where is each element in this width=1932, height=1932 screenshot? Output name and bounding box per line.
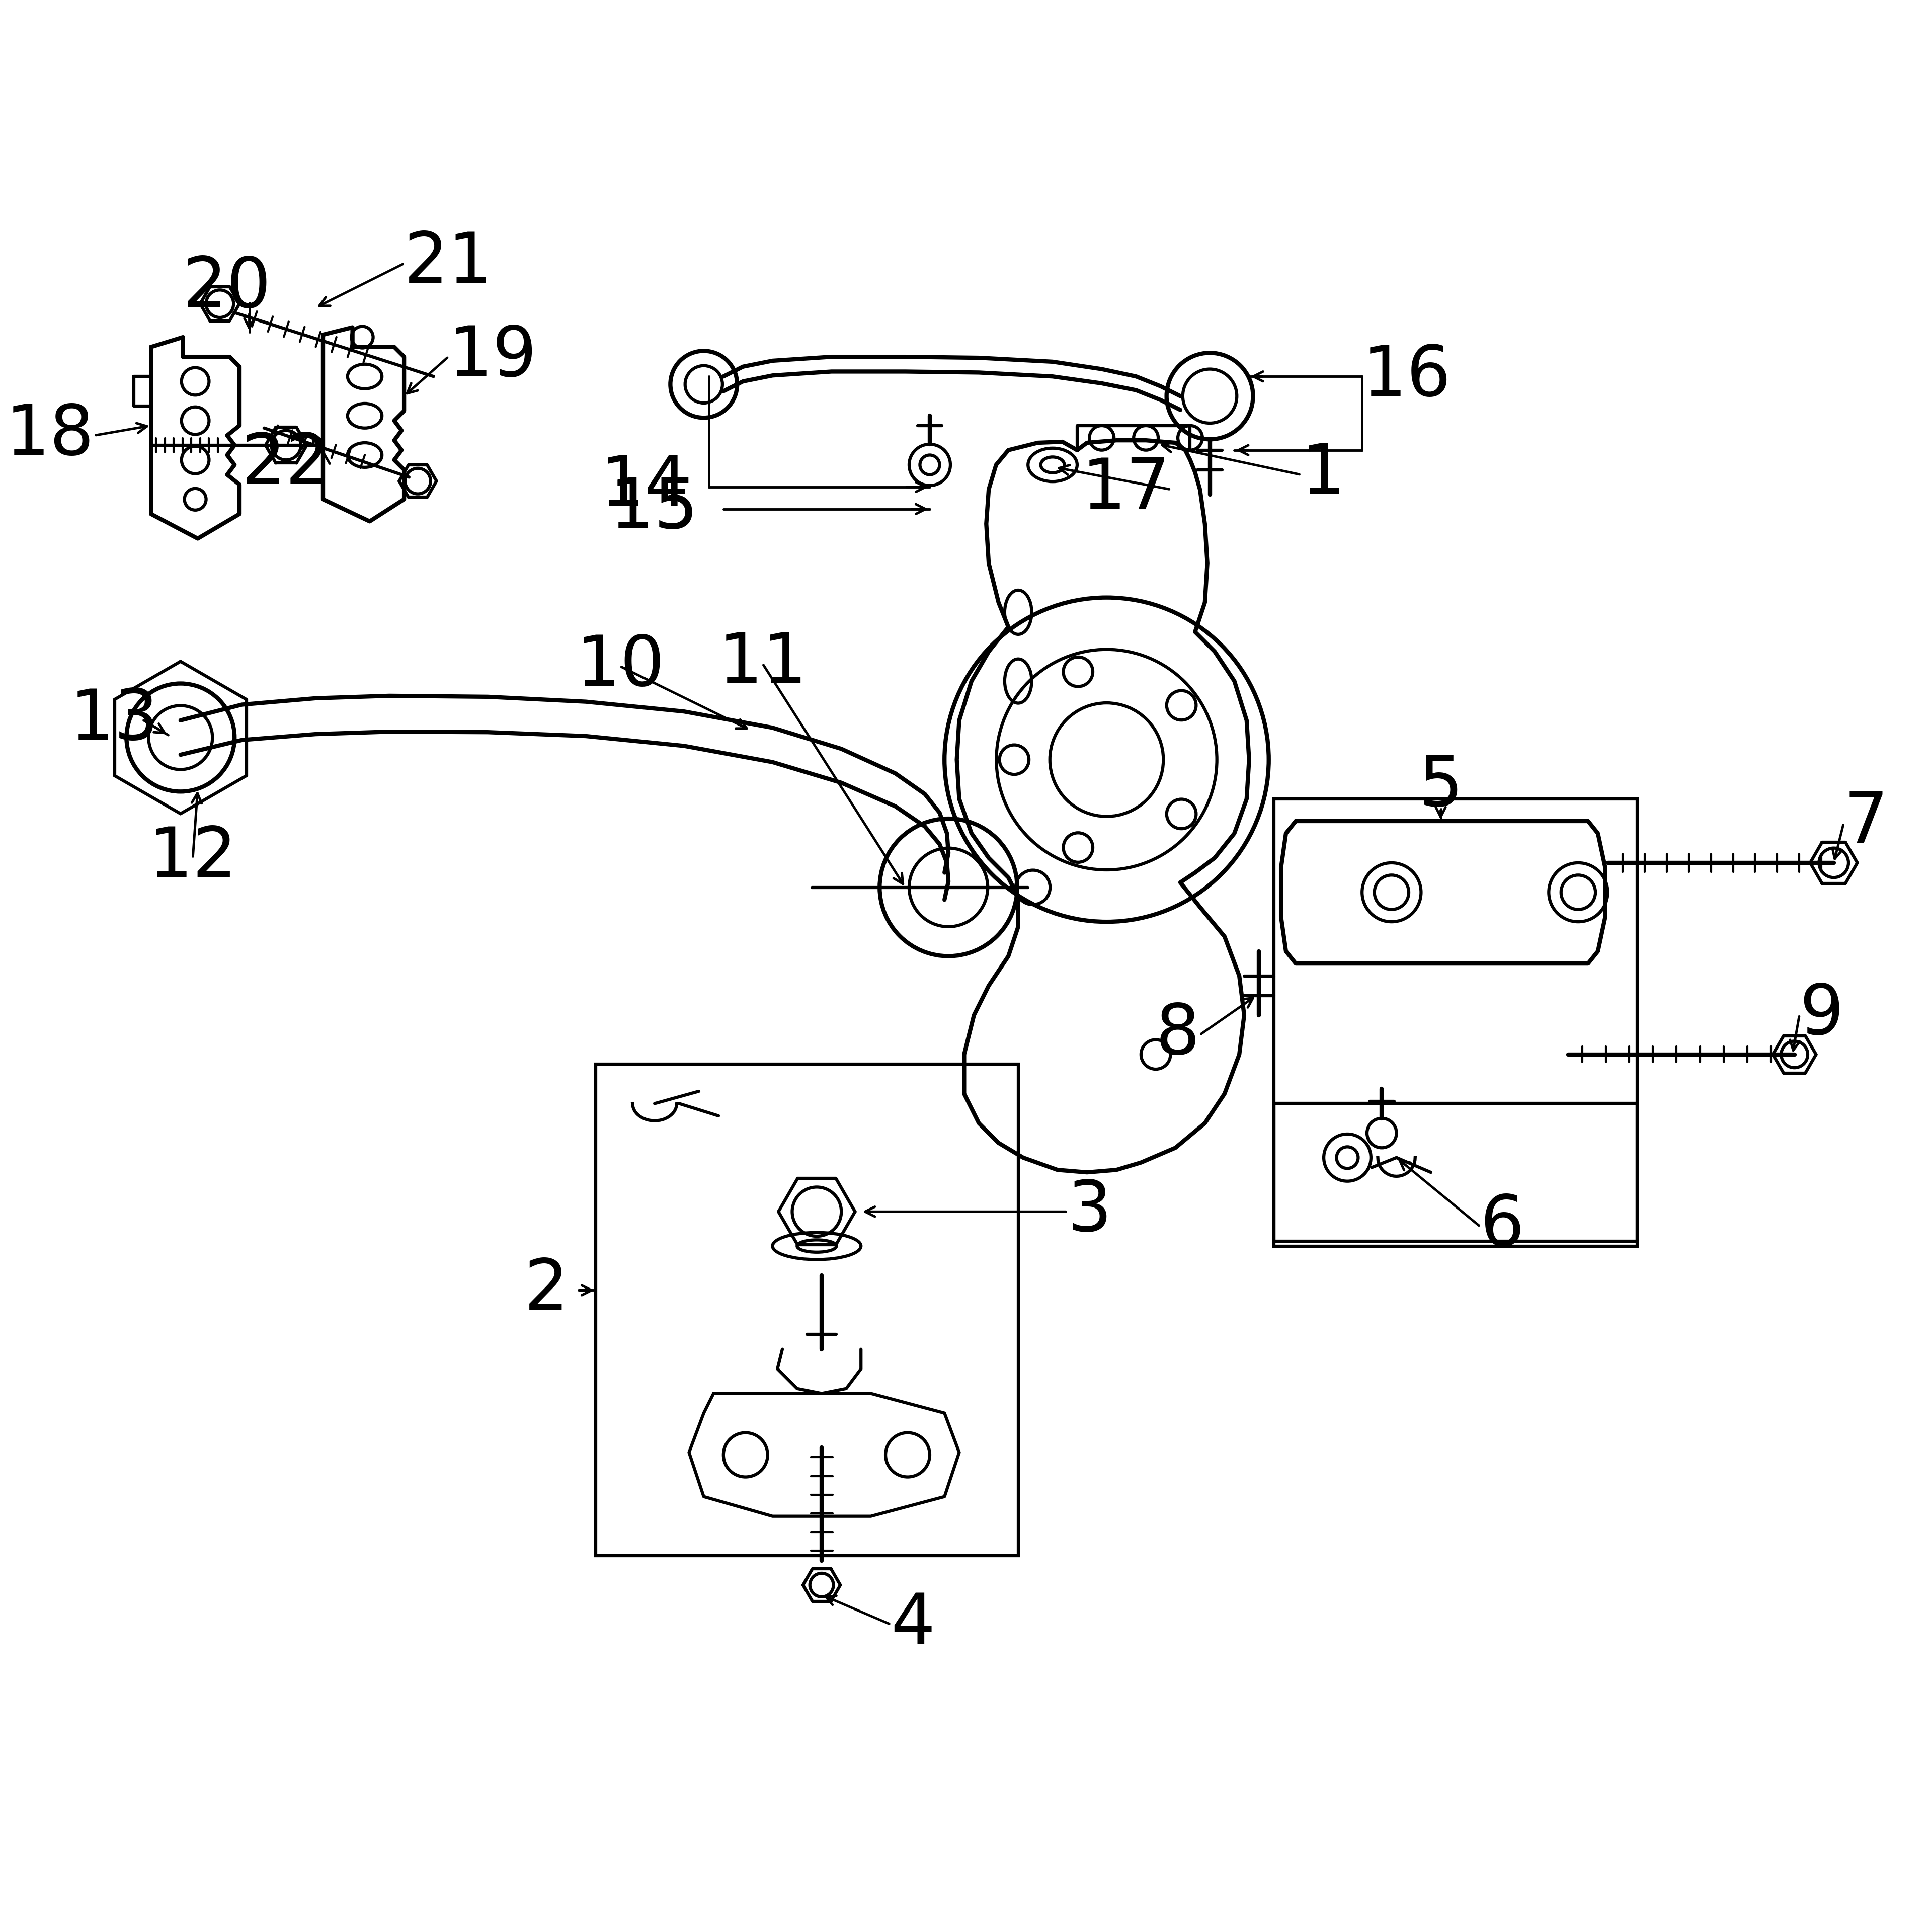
Text: 13: 13 [70, 686, 158, 753]
Text: 16: 16 [1362, 342, 1451, 410]
Text: 3: 3 [1066, 1179, 1111, 1246]
Text: 4: 4 [891, 1590, 935, 1658]
Bar [1273, 800, 1636, 1240]
Text: 21: 21 [404, 230, 493, 298]
Text: 6: 6 [1480, 1192, 1524, 1260]
Text: 5: 5 [1418, 753, 1463, 821]
Text: 10: 10 [576, 632, 665, 699]
Text: 14: 14 [601, 452, 690, 522]
Text: 7: 7 [1843, 790, 1888, 858]
Text: 19: 19 [448, 323, 537, 390]
Text: 18: 18 [6, 402, 95, 469]
Text: 12: 12 [149, 823, 238, 893]
Text: 15: 15 [611, 475, 699, 543]
Text: 20: 20 [184, 253, 272, 323]
Text: 22: 22 [242, 431, 330, 498]
Bar [595, 1065, 1018, 1555]
Bar [1273, 1103, 1636, 1246]
Text: 1: 1 [1300, 440, 1345, 508]
Text: 8: 8 [1155, 1001, 1200, 1068]
Text: 2: 2 [524, 1256, 568, 1323]
Text: 17: 17 [1082, 456, 1171, 524]
Text: 11: 11 [719, 630, 808, 697]
Text: 9: 9 [1799, 981, 1843, 1049]
